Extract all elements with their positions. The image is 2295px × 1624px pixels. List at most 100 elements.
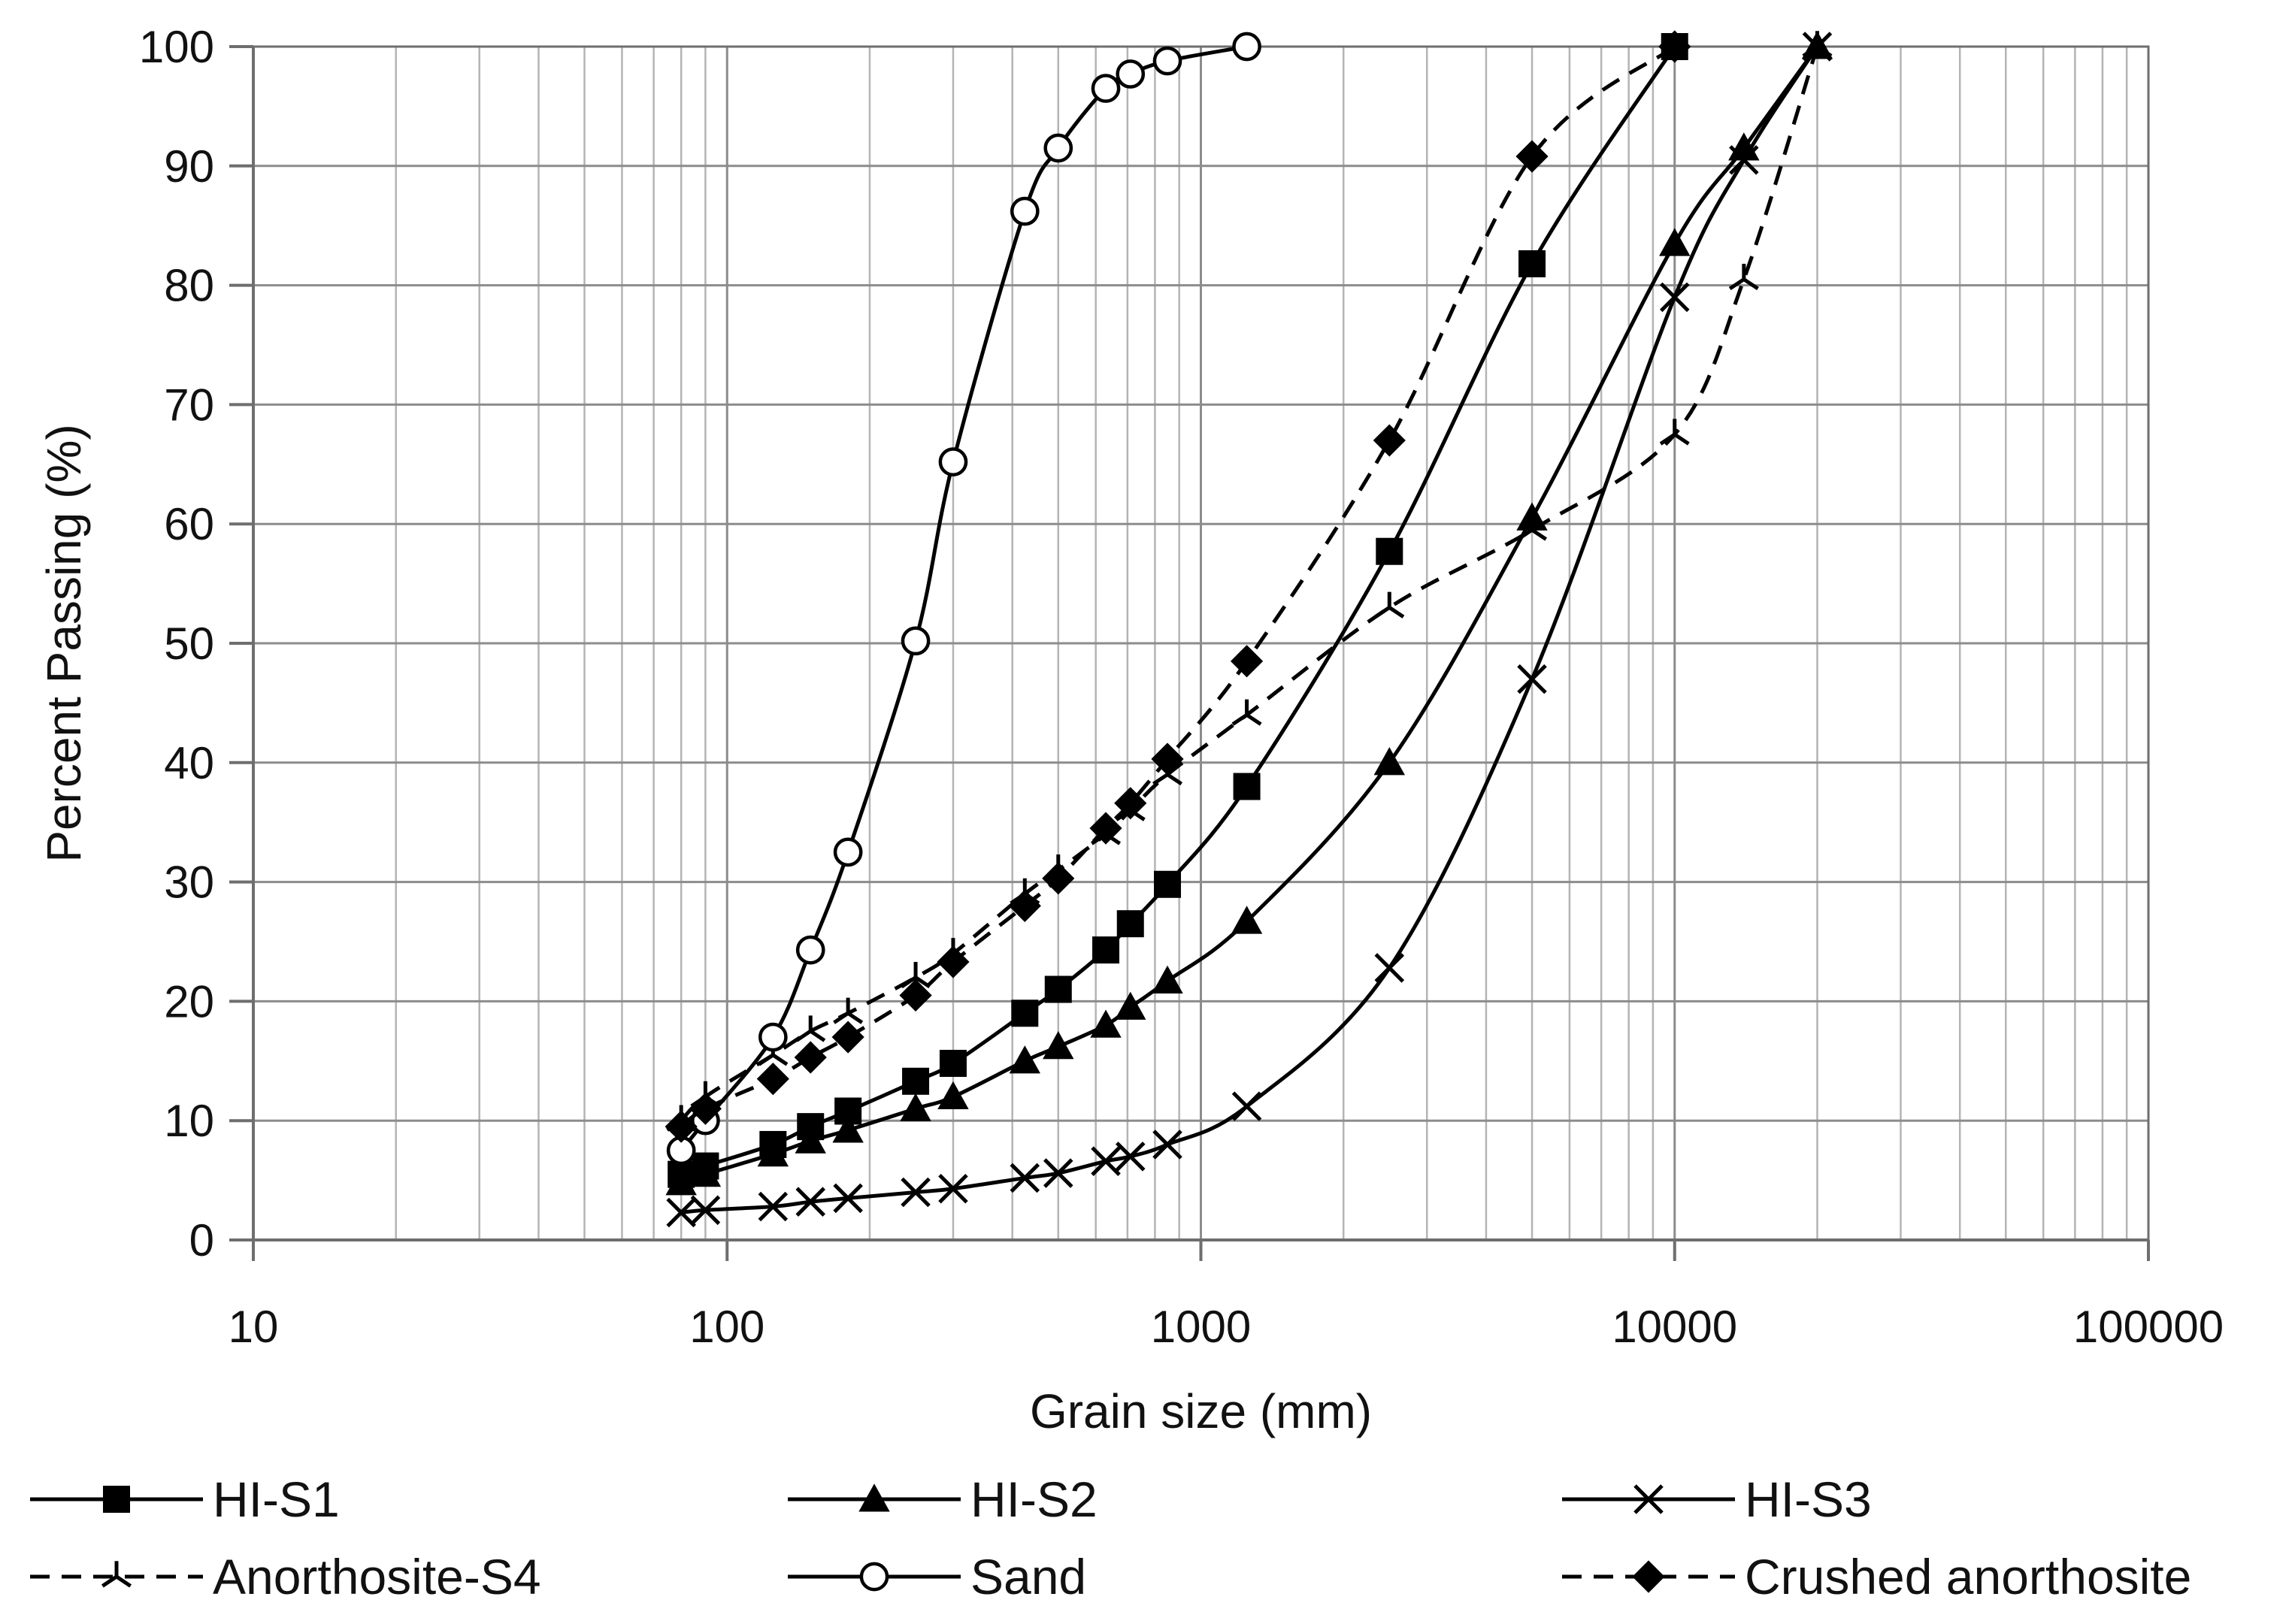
data-point-sand (795, 935, 825, 965)
data-point-hi-s2 (795, 1125, 826, 1154)
data-point-sand (1091, 74, 1121, 103)
data-point-hi-s3 (1152, 1130, 1182, 1160)
data-point-hi-s3 (1115, 1142, 1146, 1172)
data-point-hi-s3 (1043, 1158, 1073, 1188)
data-point-anorthosite-s4 (1728, 263, 1759, 291)
y-tick-label: 0 (189, 1215, 214, 1266)
data-point-crushed-anorthosite (794, 1041, 827, 1074)
x-tick-label: 10 (229, 1302, 279, 1352)
axes (229, 45, 2150, 1261)
data-point-hi-s2 (689, 1158, 722, 1187)
data-point-crushed-anorthosite (1658, 30, 1691, 63)
data-point-hi-s3 (690, 1195, 721, 1226)
y-tick-label: 40 (164, 738, 214, 788)
legend-label: HI-S2 (970, 1471, 1098, 1527)
data-point-hi-s3 (795, 1187, 825, 1217)
y-tick-label: 30 (164, 857, 214, 908)
series-crushed-anorthosite (665, 30, 1691, 1143)
data-point-crushed-anorthosite (1008, 889, 1041, 922)
data-point-sand (901, 626, 931, 656)
data-point-crushed-anorthosite (937, 945, 970, 978)
series-sand (666, 32, 1261, 1166)
x-tick-label: 100 (689, 1302, 764, 1352)
data-point-crushed-anorthosite (756, 1063, 789, 1096)
data-point-sand (1232, 32, 1261, 62)
data-point-hi-s1 (1518, 250, 1546, 278)
data-point-hi-s3 (901, 1177, 931, 1208)
data-point-hi-s3 (1517, 664, 1547, 694)
legend-item-anorthosite-s4: Anorthosite-S4 (30, 1549, 541, 1604)
data-point-hi-s3 (1729, 145, 1759, 175)
legend-swatch-marker (1632, 1560, 1665, 1593)
data-point-hi-s2 (832, 1114, 864, 1143)
data-point-sand (1116, 59, 1146, 89)
data-point-hi-s1 (1092, 936, 1120, 964)
y-tick-label: 60 (164, 499, 214, 549)
data-point-hi-s3 (1374, 953, 1405, 983)
data-point-crushed-anorthosite (831, 1021, 864, 1054)
legend-label: Crushed anorthosite (1745, 1549, 2191, 1604)
y-tick-label: 90 (164, 141, 214, 192)
data-point-sand (758, 1022, 788, 1052)
data-point-crushed-anorthosite (665, 1110, 698, 1143)
legend-label: Sand (970, 1549, 1086, 1604)
data-point-hi-s2 (1115, 991, 1146, 1020)
data-point-hi-s2 (1373, 747, 1406, 776)
legend-swatch-marker (859, 1562, 889, 1592)
data-point-anorthosite-s4 (1802, 31, 1833, 58)
data-point-crushed-anorthosite (1373, 424, 1406, 457)
data-point-crushed-anorthosite (1114, 787, 1147, 820)
y-tick-label: 70 (164, 380, 214, 430)
data-point-hi-s2 (1090, 1009, 1122, 1038)
data-point-anorthosite-s4 (795, 1015, 826, 1042)
legend-label: HI-S3 (1745, 1471, 1872, 1527)
legend-item-hi-s2: HI-S2 (788, 1471, 1098, 1527)
data-point-crushed-anorthosite (1089, 812, 1122, 845)
data-point-sand (1010, 196, 1040, 226)
data-point-hi-s2 (665, 1167, 697, 1196)
x-axis-title: Grain size (mm) (1030, 1384, 1372, 1438)
data-point-crushed-anorthosite (1042, 862, 1075, 895)
legend-item-crushed-anorthosite: Crushed anorthosite (1562, 1549, 2191, 1604)
data-point-anorthosite-s4 (1517, 514, 1548, 541)
y-tick-label: 100 (139, 22, 214, 72)
x-tick-label: 100000 (2073, 1302, 2224, 1352)
x-tick-label: 1000 (1151, 1302, 1251, 1352)
legend: HI-S1 HI-S2 HI-S3 Anorthosite-S4 Sand Crushed… (30, 1471, 2191, 1604)
data-point-hi-s1 (1011, 1000, 1039, 1027)
data-point-hi-s3 (938, 1173, 968, 1204)
legend-label: Anorthosite-S4 (213, 1549, 541, 1604)
legend-item-hi-s1: HI-S1 (30, 1471, 340, 1527)
legend-swatch-marker (1633, 1484, 1664, 1514)
data-point-hi-s2 (757, 1138, 789, 1167)
data-point-hi-s1 (1376, 537, 1403, 565)
data-point-hi-s2 (900, 1093, 931, 1121)
data-point-sand (833, 837, 863, 867)
data-point-sand (938, 447, 968, 476)
data-point-crushed-anorthosite (1515, 140, 1549, 173)
data-point-hi-s3 (758, 1191, 789, 1222)
data-point-hi-s3 (666, 1197, 696, 1228)
data-point-anorthosite-s4 (1231, 699, 1262, 726)
legend-swatch-marker (101, 1561, 132, 1588)
data-point-hi-s2 (1231, 906, 1263, 934)
x-tick-label: 10000 (1612, 1302, 1737, 1352)
data-point-crushed-anorthosite (689, 1092, 722, 1125)
series-layer (665, 30, 1833, 1228)
y-tick-label: 10 (164, 1096, 214, 1146)
legend-swatch-marker (103, 1486, 130, 1513)
data-point-anorthosite-s4 (833, 997, 864, 1024)
data-point-hi-s3 (1010, 1163, 1040, 1193)
data-point-hi-s1 (1233, 773, 1261, 800)
data-point-sand (1152, 46, 1182, 76)
data-point-hi-s1 (939, 1049, 967, 1077)
y-tick-label: 50 (164, 618, 214, 669)
data-point-sand (1043, 133, 1073, 163)
data-point-anorthosite-s4 (1374, 591, 1405, 618)
data-point-crushed-anorthosite (899, 978, 932, 1012)
y-tick-label: 20 (164, 976, 214, 1027)
data-point-hi-s1 (902, 1067, 930, 1095)
